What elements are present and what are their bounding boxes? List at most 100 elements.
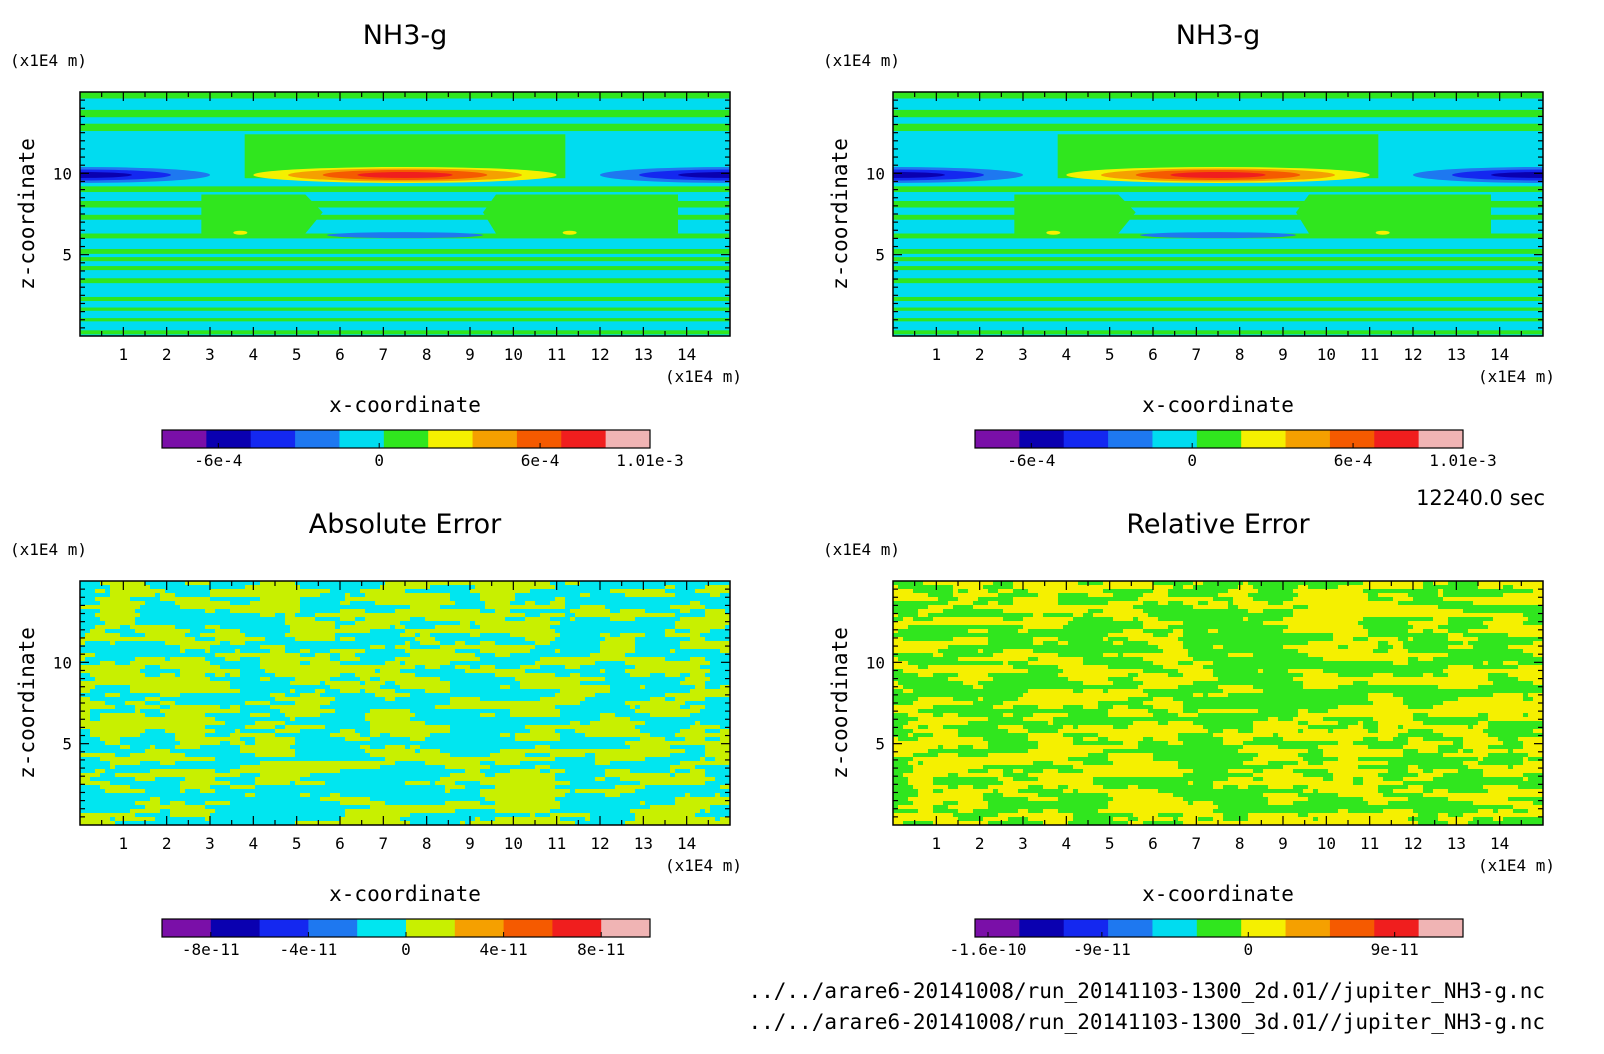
colorbar-swatch xyxy=(357,919,407,937)
x-tick-label: 12 xyxy=(590,345,609,364)
field-band xyxy=(893,266,1543,271)
colorbar-swatch xyxy=(162,430,207,448)
y-tick-label: 5 xyxy=(62,735,72,754)
x-tick-label: 5 xyxy=(292,345,302,364)
x-tick-label: 9 xyxy=(1278,834,1288,853)
x-tick-label: 2 xyxy=(975,345,985,364)
x-tick-label: 14 xyxy=(1490,834,1509,853)
x-tick-label: 1 xyxy=(932,834,942,853)
x-tick-label: 8 xyxy=(1235,345,1245,364)
colorbar-swatch xyxy=(1241,919,1287,937)
field-band xyxy=(80,278,730,284)
colorbar-swatch xyxy=(1152,430,1198,448)
colorbar-tick-label: 6e-4 xyxy=(1334,451,1373,470)
y-axis-label: z-coordinate xyxy=(828,138,852,290)
x-tick-label: 6 xyxy=(1148,345,1158,364)
x-tick-label: 5 xyxy=(292,834,302,853)
y-tick-label: 5 xyxy=(875,735,885,754)
small-contour xyxy=(233,230,248,235)
x-tick-label: 13 xyxy=(1447,834,1466,853)
z-unit-label: (x1E4 m) xyxy=(10,540,87,559)
colorbar-tick-label: 8e-11 xyxy=(577,940,625,959)
x-unit-label: (x1E4 m) xyxy=(1478,856,1555,875)
x-tick-label: 11 xyxy=(547,345,566,364)
colorbar-swatch xyxy=(1108,430,1153,448)
side-contour xyxy=(1491,171,1543,178)
colorbar-swatch xyxy=(552,919,602,937)
x-tick-label: 13 xyxy=(634,345,653,364)
y-axis-label: z-coordinate xyxy=(828,627,852,779)
x-axis-label: x-coordinate xyxy=(1142,393,1294,417)
colorbar-tick-label: -6e-4 xyxy=(194,451,242,470)
field-left-block xyxy=(1014,194,1136,234)
field-band xyxy=(893,109,1543,118)
z-unit-label: (x1E4 m) xyxy=(823,51,900,70)
field-band xyxy=(80,257,730,262)
colorbar-tick-label: -6e-4 xyxy=(1007,451,1055,470)
x-tick-label: 7 xyxy=(379,345,389,364)
field-right-block xyxy=(483,194,678,234)
field-band xyxy=(893,248,1543,254)
colorbar-swatch xyxy=(601,919,651,937)
chart-title: NH3-g xyxy=(363,20,448,51)
x-tick-label: 1 xyxy=(119,345,129,364)
colorbar-swatch xyxy=(1418,430,1464,448)
x-tick-label: 12 xyxy=(1403,345,1422,364)
x-tick-label: 14 xyxy=(1490,345,1509,364)
colorbar-swatch xyxy=(210,919,261,937)
x-tick-label: 4 xyxy=(1062,834,1072,853)
side-contour xyxy=(893,171,945,178)
colorbar-swatch xyxy=(975,430,1020,448)
field-band xyxy=(80,109,730,118)
contour-field xyxy=(893,92,1543,336)
field-right-block xyxy=(1296,194,1491,234)
x-tick-label: 4 xyxy=(1062,345,1072,364)
x-tick-label: 8 xyxy=(422,345,432,364)
y-tick-label: 5 xyxy=(875,246,885,265)
field-band xyxy=(893,296,1543,302)
colorbar-swatch xyxy=(339,430,385,448)
x-tick-label: 3 xyxy=(205,345,215,364)
field-band xyxy=(80,318,730,322)
x-tick-label: 10 xyxy=(1317,834,1336,853)
x-tick-label: 7 xyxy=(1192,834,1202,853)
x-tick-label: 11 xyxy=(1360,345,1379,364)
y-axis-label: z-coordinate xyxy=(15,627,39,779)
colorbar-swatch xyxy=(1063,919,1109,937)
x-tick-label: 6 xyxy=(335,345,345,364)
field-band xyxy=(80,266,730,271)
colorbar-tick-label: 1.01e-3 xyxy=(1429,451,1496,470)
colorbar-swatch xyxy=(406,919,456,937)
x-tick-label: 10 xyxy=(504,834,523,853)
colorbar-swatch xyxy=(206,430,252,448)
mid-contour xyxy=(327,232,483,239)
field-band xyxy=(893,318,1543,322)
x-tick-label: 4 xyxy=(249,345,259,364)
field-band xyxy=(893,186,1543,193)
colorbar-swatch xyxy=(1329,919,1375,937)
colorbar-tick-label: 1.01e-3 xyxy=(616,451,683,470)
x-tick-label: 11 xyxy=(1360,834,1379,853)
x-tick-label: 6 xyxy=(1148,834,1158,853)
contour-field xyxy=(80,581,730,825)
field-band xyxy=(80,123,730,132)
contour-field xyxy=(80,92,730,336)
colorbar-tick-label: 6e-4 xyxy=(521,451,560,470)
x-unit-label: (x1E4 m) xyxy=(665,367,742,386)
y-tick-label: 10 xyxy=(866,164,885,183)
x-tick-label: 9 xyxy=(465,834,475,853)
colorbar-frame xyxy=(974,429,1464,449)
colorbar-tick-label: 0 xyxy=(374,451,384,470)
x-tick-label: 3 xyxy=(1018,834,1028,853)
x-tick-label: 11 xyxy=(547,834,566,853)
file-path-2: ../../arare6-20141008/run_20141103-1300_… xyxy=(748,1010,1545,1034)
x-tick-label: 3 xyxy=(205,834,215,853)
colorbar-tick-label: 0 xyxy=(1187,451,1197,470)
z-unit-label: (x1E4 m) xyxy=(10,51,87,70)
y-axis-label: z-coordinate xyxy=(15,138,39,290)
colorbar-swatch xyxy=(1063,430,1109,448)
colorbar-tick-label: 0 xyxy=(401,940,411,959)
